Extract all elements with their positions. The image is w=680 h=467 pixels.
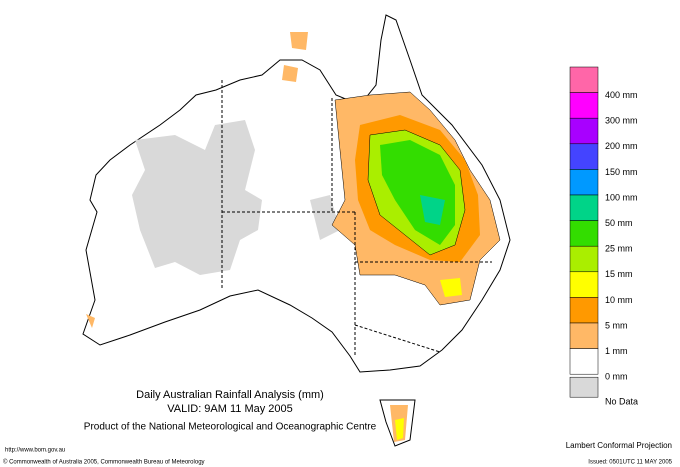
no-data-area xyxy=(132,120,262,275)
title: Daily Australian Rainfall Analysis (mm) xyxy=(136,389,324,401)
legend-swatch xyxy=(569,297,599,324)
legend-swatch xyxy=(569,66,599,93)
legend-label: 150 mm xyxy=(605,167,638,177)
legend: 400 mm 300 mm 200 mm 150 mm 100 mm 50 mm 25 mm… xyxy=(569,66,638,407)
product: Product of the National Meteorological a… xyxy=(84,422,377,433)
state-borders xyxy=(221,80,492,356)
legend-swatch xyxy=(569,143,599,170)
rain-10mm xyxy=(395,418,404,440)
legend-label: 300 mm xyxy=(605,116,638,126)
legend-swatch xyxy=(569,271,599,298)
legend-swatch xyxy=(569,194,599,221)
legend-swatch xyxy=(569,322,599,349)
legend-label: 0 mm xyxy=(605,372,628,382)
legend-swatch xyxy=(569,220,599,247)
legend-label: No Data xyxy=(605,397,638,407)
legend-label: 50 mm xyxy=(605,218,633,228)
legend-swatch xyxy=(569,117,599,145)
legend-label: 10 mm xyxy=(605,295,633,305)
legend-label: 1 mm xyxy=(605,346,628,356)
legend-label: 25 mm xyxy=(605,244,633,254)
legend-swatch xyxy=(569,92,599,119)
no-data-area xyxy=(310,195,340,240)
legend-swatch xyxy=(569,169,599,196)
valid-time: VALID: 9AM 11 May 2005 xyxy=(167,403,293,415)
legend-label: 15 mm xyxy=(605,269,633,279)
map xyxy=(82,14,511,447)
legend-label: 200 mm xyxy=(605,141,638,151)
legend-label: 100 mm xyxy=(605,192,638,202)
url: http://www.bom.gov.au xyxy=(5,448,65,454)
legend-swatch xyxy=(569,348,599,375)
projection: Lambert Conformal Projection xyxy=(566,441,672,450)
rain-50mm xyxy=(420,195,445,225)
legend-label: 5 mm xyxy=(605,320,628,330)
legend-swatch xyxy=(569,376,599,398)
copyright: © Commonwealth of Australia 2005, Common… xyxy=(3,459,205,466)
legend-label: 400 mm xyxy=(605,90,638,100)
legend-swatch xyxy=(569,245,599,273)
rain-10mm xyxy=(440,278,462,297)
issued: Issued: 0501UTC 11 MAY 2005 xyxy=(588,460,672,466)
